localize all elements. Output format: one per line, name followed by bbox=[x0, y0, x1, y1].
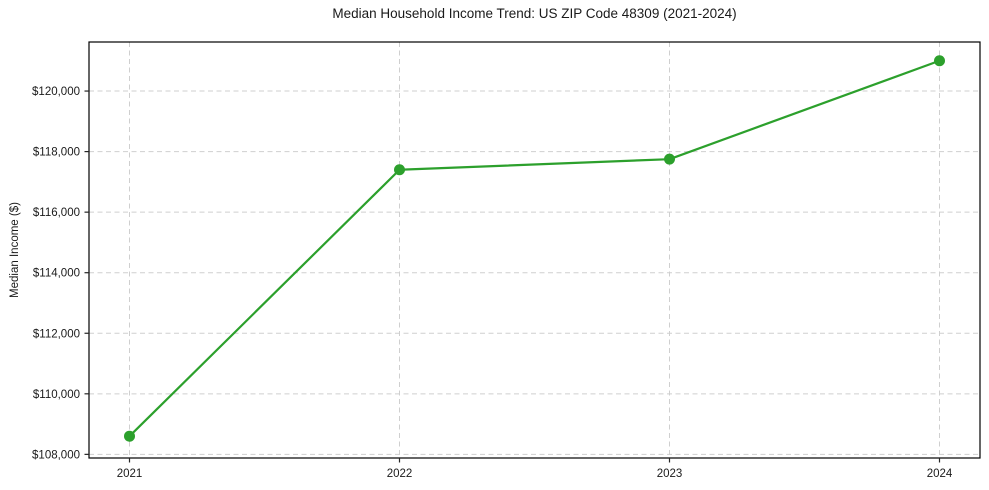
x-tick-label: 2022 bbox=[387, 468, 413, 480]
data-point-marker bbox=[124, 430, 135, 442]
y-tick-label: $108,000 bbox=[32, 449, 80, 461]
y-tick-label: $118,000 bbox=[33, 147, 80, 159]
x-tick-label: 2023 bbox=[657, 468, 683, 480]
data-point-marker bbox=[394, 164, 405, 176]
plot-border bbox=[88, 41, 981, 459]
y-tick-label: $120,000 bbox=[32, 86, 80, 98]
y-tick-label: $110,000 bbox=[33, 389, 80, 401]
y-tick-label: $114,000 bbox=[33, 268, 80, 280]
x-tick-label: 2024 bbox=[927, 468, 953, 480]
data-point-marker bbox=[664, 153, 675, 165]
y-tick-label: $116,000 bbox=[33, 207, 80, 219]
y-tick-label: $112,000 bbox=[33, 328, 80, 340]
data-point-marker bbox=[934, 55, 945, 67]
chart-title: Median Household Income Trend: US ZIP Co… bbox=[332, 6, 737, 21]
x-tick-label: 2021 bbox=[117, 468, 143, 480]
income-trend-line bbox=[128, 59, 941, 438]
